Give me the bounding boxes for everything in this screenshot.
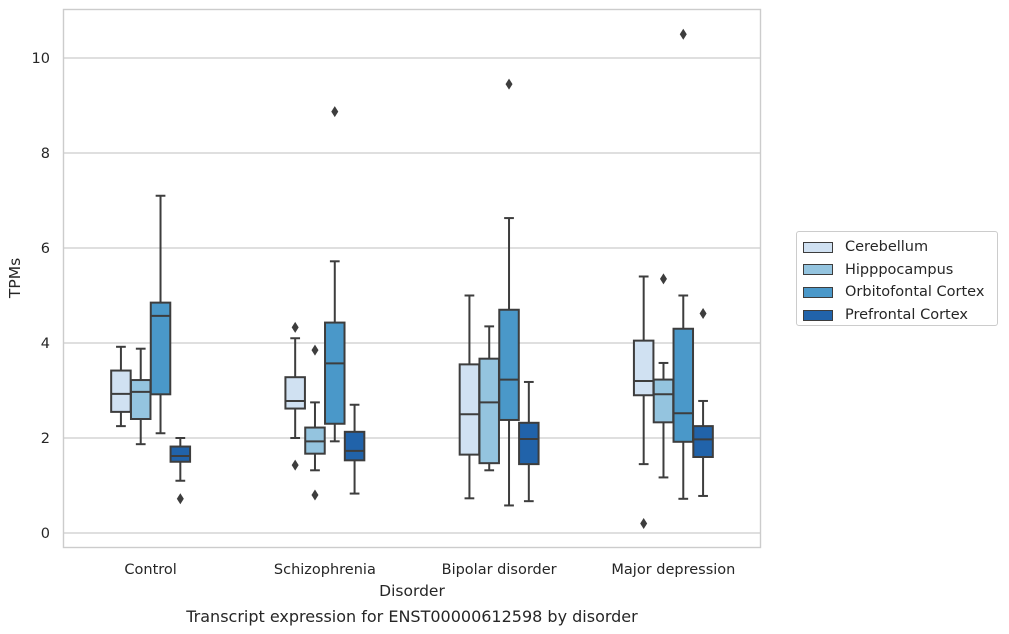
box-major-depression-hipppocampus [652,273,675,479]
box-control-prefrontal-cortex [169,437,192,505]
box-control-hipppocampus [129,347,152,446]
x-tick-label-major-depression: Major depression [611,562,735,578]
box-iqr [652,378,675,424]
box-iqr [149,301,172,396]
legend-swatch-orbitofrontal-cortex [803,286,833,298]
box-plots [110,28,714,529]
legend-swatch-prefrontal-cortex [803,309,833,321]
y-tick-label-4: 4 [41,336,50,352]
box-schizophrenia-cerebellum [284,321,306,471]
chart-caption: Transcript expression for ENST0000061259… [185,607,638,626]
outlier-point [176,493,184,505]
box-schizophrenia-orbitofontal-cortex [324,106,346,443]
outlier-point [311,344,319,356]
box-major-depression-orbitofontal-cortex [672,28,695,500]
box-control-cerebellum [110,345,132,428]
box-schizophrenia-prefrontal-cortex [343,403,366,495]
box-iqr [632,339,655,397]
box-iqr [672,327,695,443]
legend-item-cerebellum: Cerebellum [803,236,997,259]
box-iqr [110,369,132,413]
outlier-point [311,489,319,501]
grid-lines [63,57,761,534]
legend-label-hippocampus: Hipppocampus [845,261,954,278]
box-schizophrenia-hipppocampus [304,344,326,501]
legend-label-orbitofrontal-cortex: Orbitofontal Cortex [845,284,985,301]
box-iqr [284,376,306,410]
legend-label-cerebellum: Cerebellum [845,239,929,256]
box-iqr [498,308,520,421]
legend-label-prefrontal-cortex: Prefrontal Cortex [845,307,968,324]
x-tick-label-bipolar-disorder: Bipolar disorder [442,562,557,578]
plot-frame [62,8,762,549]
y-tick-label-10: 10 [32,51,50,67]
x-axis-ticks: Control Schizophrenia Bipolar disorder Majo… [124,562,735,578]
y-tick-label-8: 8 [41,146,50,162]
x-tick-label-schizophrenia: Schizophrenia [274,562,376,578]
legend-item-hippocampus: Hipppocampus [803,259,997,282]
box-iqr [692,425,714,458]
legend-item-prefrontal-cortex: Prefrontal Cortex [803,304,997,327]
y-tick-label-2: 2 [41,431,50,447]
box-major-depression-cerebellum [632,275,655,529]
box-bipolar-disorder-prefrontal-cortex [518,380,540,503]
legend-item-orbitofrontal-cortex: Orbitofontal Cortex [803,281,997,304]
box-iqr [324,321,346,425]
box-control-orbitofontal-cortex [149,194,172,435]
outlier-point [291,459,299,471]
legend-swatch-hippocampus [803,264,833,276]
outlier-point [659,273,667,285]
box-bipolar-disorder-cerebellum [458,294,481,500]
box-iqr [518,421,540,466]
y-axis-label: TPMs [6,258,24,299]
box-iqr [343,430,366,462]
outlier-point [699,308,707,320]
outlier-point [679,28,687,40]
box-iqr [478,357,500,465]
x-axis-label: Disorder [379,582,445,600]
outlier-point [505,78,513,90]
x-tick-label-control: Control [124,562,176,578]
outlier-point [640,518,648,529]
box-iqr [129,379,152,420]
box-major-depression-prefrontal-cortex [692,308,714,497]
chart-legend: Cerebellum Hipppocampus Orbitofontal Cor… [796,231,998,326]
box-bipolar-disorder-orbitofontal-cortex [498,78,520,507]
legend-swatch-cerebellum [803,241,833,253]
y-tick-label-6: 6 [41,241,50,257]
box-iqr [169,445,192,463]
outlier-point [331,106,339,118]
box-iqr [458,363,481,456]
outlier-point [291,321,299,333]
y-axis-ticks: 0 2 4 6 8 10 [32,51,50,542]
y-tick-label-0: 0 [41,526,50,542]
box-bipolar-disorder-hipppocampus [478,325,500,472]
